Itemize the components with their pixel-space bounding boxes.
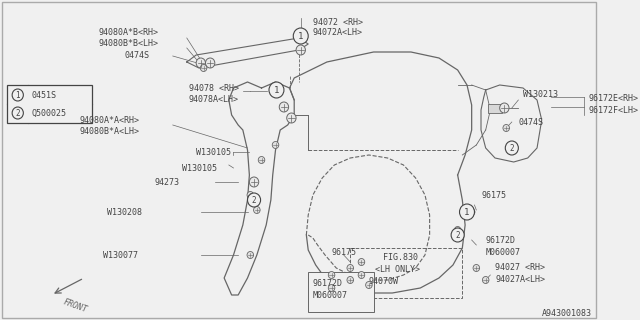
Circle shape xyxy=(358,271,365,278)
Circle shape xyxy=(196,58,205,68)
Text: 1: 1 xyxy=(298,31,303,41)
Text: 94080B*B<LH>: 94080B*B<LH> xyxy=(98,38,158,47)
Circle shape xyxy=(365,282,372,289)
Text: W130077: W130077 xyxy=(103,251,138,260)
Text: 96172D: 96172D xyxy=(313,278,343,287)
Circle shape xyxy=(200,65,207,71)
Text: A943001083: A943001083 xyxy=(541,309,592,318)
Circle shape xyxy=(247,191,253,198)
Text: 94072 <RH>: 94072 <RH> xyxy=(313,18,363,27)
Circle shape xyxy=(287,113,296,123)
Circle shape xyxy=(272,141,279,148)
Text: 94027 <RH>: 94027 <RH> xyxy=(495,263,545,273)
Bar xyxy=(488,104,502,113)
Text: 96172F<LH>: 96172F<LH> xyxy=(588,106,639,115)
Text: 0451S: 0451S xyxy=(32,91,57,100)
Text: M060007: M060007 xyxy=(486,247,521,257)
Circle shape xyxy=(247,252,253,259)
Circle shape xyxy=(509,145,515,151)
Circle shape xyxy=(473,265,479,271)
Bar xyxy=(8,85,92,123)
Text: M060007: M060007 xyxy=(313,291,348,300)
Text: 94027A<LH>: 94027A<LH> xyxy=(495,276,545,284)
Text: 94080A*A<RH>: 94080A*A<RH> xyxy=(79,116,140,124)
Circle shape xyxy=(358,259,365,266)
Text: 94080A*B<RH>: 94080A*B<RH> xyxy=(98,28,158,36)
Circle shape xyxy=(454,227,461,234)
Text: Q500025: Q500025 xyxy=(32,108,67,117)
Text: W130213: W130213 xyxy=(523,90,558,99)
Text: W130208: W130208 xyxy=(108,207,143,217)
Circle shape xyxy=(12,107,23,119)
Circle shape xyxy=(205,58,215,68)
Text: FRONT: FRONT xyxy=(62,298,88,315)
Circle shape xyxy=(483,276,489,284)
Text: 94078 <RH>: 94078 <RH> xyxy=(189,84,239,92)
Text: <LH ONLY>: <LH ONLY> xyxy=(376,266,420,275)
Text: 0474S: 0474S xyxy=(124,51,149,60)
Circle shape xyxy=(460,204,474,220)
Text: 96172E<RH>: 96172E<RH> xyxy=(588,93,639,102)
Text: 94080B*A<LH>: 94080B*A<LH> xyxy=(79,126,140,135)
Circle shape xyxy=(293,28,308,44)
Circle shape xyxy=(296,45,305,55)
Circle shape xyxy=(347,265,353,271)
Circle shape xyxy=(250,177,259,187)
Text: FIG.830: FIG.830 xyxy=(383,253,418,262)
Circle shape xyxy=(347,276,353,284)
Circle shape xyxy=(328,271,335,278)
Circle shape xyxy=(451,228,464,242)
Text: 94072A<LH>: 94072A<LH> xyxy=(313,28,363,36)
Circle shape xyxy=(328,284,335,292)
Text: 1: 1 xyxy=(15,91,20,100)
Text: 96175: 96175 xyxy=(481,190,506,199)
Circle shape xyxy=(506,141,518,155)
Circle shape xyxy=(248,193,260,207)
Text: 94070W: 94070W xyxy=(369,277,399,286)
Circle shape xyxy=(500,103,509,113)
Text: 0474S: 0474S xyxy=(518,117,543,126)
Text: W130105: W130105 xyxy=(196,148,231,156)
Text: 96172D: 96172D xyxy=(486,236,516,244)
Text: W130105: W130105 xyxy=(182,164,217,172)
Circle shape xyxy=(279,102,289,112)
Text: 2: 2 xyxy=(455,230,460,239)
Circle shape xyxy=(468,209,475,215)
Text: 2: 2 xyxy=(509,143,514,153)
Text: 94078A<LH>: 94078A<LH> xyxy=(189,94,239,103)
Circle shape xyxy=(12,89,23,101)
Text: 1: 1 xyxy=(464,207,470,217)
Circle shape xyxy=(253,206,260,213)
Circle shape xyxy=(259,156,265,164)
Text: 96175: 96175 xyxy=(332,247,356,257)
Bar xyxy=(308,272,374,312)
Circle shape xyxy=(503,124,509,132)
Text: 2: 2 xyxy=(252,196,257,204)
Circle shape xyxy=(269,82,284,98)
Text: 1: 1 xyxy=(274,85,279,94)
Text: 94273: 94273 xyxy=(154,178,179,187)
Bar xyxy=(350,248,462,298)
Text: 2: 2 xyxy=(15,108,20,117)
